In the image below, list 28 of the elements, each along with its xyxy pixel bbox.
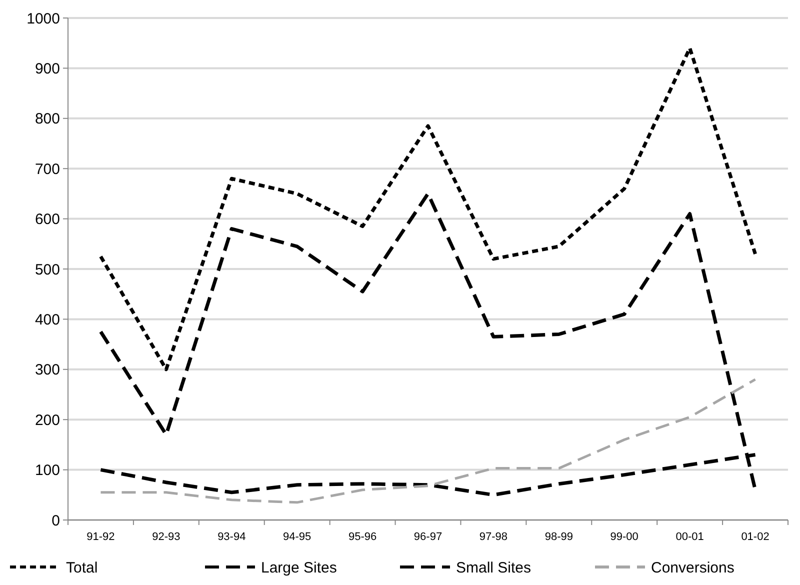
y-tick-label: 600 — [34, 211, 60, 228]
legend-label: Total — [66, 559, 98, 576]
y-tick-label: 900 — [34, 60, 60, 78]
y-tick-label: 700 — [34, 160, 60, 178]
x-tick-label: 00-01 — [676, 531, 704, 543]
y-tick-label: 500 — [34, 261, 60, 278]
y-tick-label: 0 — [52, 512, 60, 530]
legend-label: Large Sites — [261, 559, 337, 576]
x-tick-label: 95-96 — [348, 531, 377, 543]
x-tick-label: 92-93 — [152, 531, 180, 543]
legend-label: Small Sites — [456, 559, 532, 576]
legend-label: Conversions — [651, 559, 734, 576]
x-tick-label: 97-98 — [479, 531, 508, 543]
x-tick-label: 93-94 — [218, 531, 246, 543]
y-tick-label: 100 — [34, 462, 60, 480]
line-series — [99, 378, 757, 504]
y-tick-label: 1000 — [26, 10, 60, 28]
y-tick-label: 400 — [34, 311, 60, 328]
x-tick-label: 91-92 — [86, 531, 115, 543]
x-tick-label: 99-00 — [610, 531, 638, 543]
y-tick-label: 300 — [34, 362, 60, 379]
y-tick-label: 200 — [34, 412, 60, 429]
y-tick-label: 800 — [34, 110, 60, 128]
x-tick-label: 96-97 — [414, 531, 442, 543]
x-tick-label: 98-99 — [544, 531, 573, 543]
x-tick-label: 94-95 — [283, 531, 312, 543]
x-tick-label: 01-02 — [741, 531, 770, 543]
line-series — [98, 46, 758, 372]
